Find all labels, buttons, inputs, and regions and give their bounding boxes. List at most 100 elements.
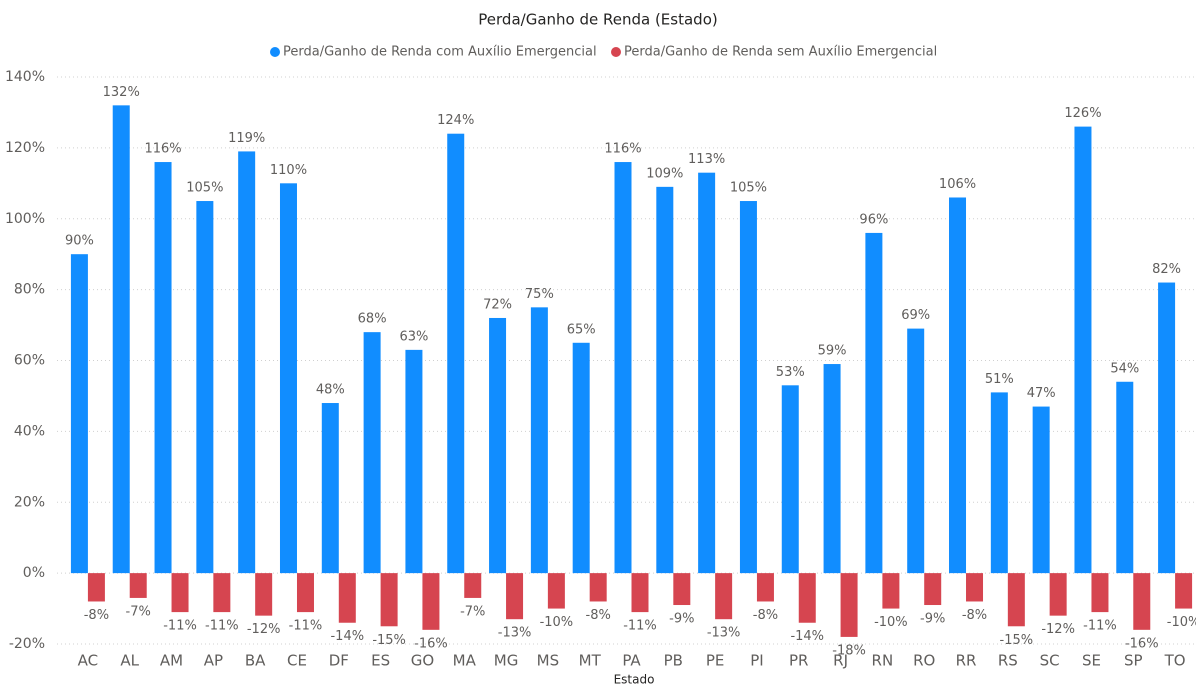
chart-title: Perda/Ganho de Renda (Estado) [478, 11, 717, 29]
bar [589, 573, 607, 602]
bar [154, 162, 172, 574]
bar [949, 197, 967, 574]
value-label: 116% [144, 142, 181, 157]
x-tick-label: SP [1124, 652, 1143, 670]
bar [614, 162, 632, 574]
value-label: -13% [707, 626, 741, 641]
value-label: -14% [790, 629, 824, 644]
x-tick-label: RR [956, 652, 977, 670]
x-tick-label: BA [245, 652, 266, 670]
x-tick-label: PE [706, 652, 725, 670]
bar [380, 573, 398, 627]
bar [739, 201, 757, 574]
bar [547, 573, 565, 609]
value-label: -12% [247, 622, 281, 637]
bar [1175, 573, 1193, 609]
value-label: 72% [483, 297, 512, 312]
bar [464, 573, 482, 598]
bar [112, 105, 130, 574]
value-label: 65% [567, 322, 596, 337]
x-tick-label: MT [579, 652, 602, 670]
value-label: 68% [358, 312, 387, 327]
value-label: -14% [330, 629, 364, 644]
bar [338, 573, 356, 623]
y-tick-label: 120% [5, 140, 45, 156]
legend-label: Perda/Ganho de Renda sem Auxílio Emergen… [624, 45, 937, 60]
value-label: 119% [228, 131, 265, 146]
value-label: 51% [985, 372, 1014, 387]
bar [1158, 282, 1176, 574]
value-label: -18% [832, 643, 866, 658]
bar [506, 573, 524, 620]
bar [70, 254, 88, 574]
value-label: 59% [818, 344, 847, 359]
x-tick-label: PR [789, 652, 808, 670]
value-label: 47% [1027, 386, 1056, 401]
bar [321, 403, 339, 574]
value-label: -11% [205, 619, 239, 634]
value-label: 105% [730, 181, 767, 196]
value-label: -12% [1041, 622, 1075, 637]
x-tick-label: RJ [833, 652, 848, 670]
bar [781, 385, 799, 574]
bar [405, 349, 423, 574]
legend-marker [270, 47, 280, 57]
value-label: 132% [103, 85, 140, 100]
bar [1007, 573, 1025, 627]
bar [715, 573, 733, 620]
bar [196, 201, 214, 574]
bar [255, 573, 273, 616]
y-tick-label: 80% [14, 282, 45, 298]
bar [1116, 381, 1134, 574]
x-tick-label: RO [913, 652, 935, 670]
x-tick-label: PI [750, 652, 763, 670]
x-tick-label: DF [329, 652, 349, 670]
bar [798, 573, 816, 623]
y-tick-label: 40% [14, 423, 45, 439]
value-label: 113% [688, 152, 725, 167]
bar [673, 573, 691, 606]
bar [129, 573, 147, 598]
y-tick-label: 0% [23, 565, 45, 581]
bar [907, 328, 925, 574]
bar [924, 573, 942, 606]
x-tick-label: MA [453, 652, 477, 670]
value-label: 53% [776, 365, 805, 380]
value-label: 105% [186, 181, 223, 196]
bar [756, 573, 774, 602]
x-tick-label: AP [204, 652, 223, 670]
bar [1049, 573, 1067, 616]
value-label: 54% [1110, 361, 1139, 376]
value-label: 69% [901, 308, 930, 323]
bar [823, 364, 841, 574]
value-label: -11% [1083, 619, 1117, 634]
bar [238, 151, 256, 574]
y-tick-label: 100% [5, 211, 45, 227]
value-label: 82% [1152, 262, 1181, 277]
value-label: 110% [270, 163, 307, 178]
bar [213, 573, 231, 613]
bar [1032, 406, 1050, 574]
x-tick-label: MS [537, 652, 559, 670]
value-label: -9% [669, 612, 694, 627]
value-label: 96% [859, 212, 888, 227]
bar [698, 172, 716, 574]
bar [171, 573, 189, 613]
value-label: -8% [962, 608, 987, 623]
x-tick-label: PB [664, 652, 683, 670]
x-tick-label: RS [998, 652, 1018, 670]
value-label: 124% [437, 113, 474, 128]
value-label: -10% [540, 615, 574, 630]
value-label: -13% [498, 626, 532, 641]
x-tick-label: ES [371, 652, 390, 670]
value-label: 109% [646, 166, 683, 181]
bar [447, 133, 465, 574]
x-tick-label: RN [872, 652, 894, 670]
y-tick-label: 20% [14, 494, 45, 510]
bar [530, 307, 548, 574]
x-tick-label: AC [78, 652, 98, 670]
bar [296, 573, 314, 613]
x-tick-label: TO [1164, 652, 1186, 670]
value-label: 116% [604, 142, 641, 157]
